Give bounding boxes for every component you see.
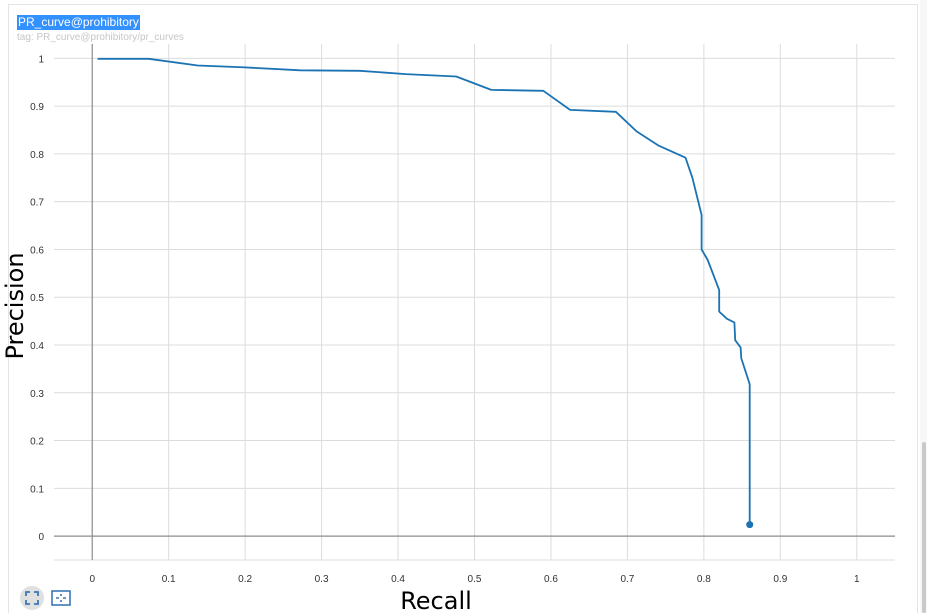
y-tick-label: 0 bbox=[38, 532, 44, 543]
scrollbar-track[interactable] bbox=[920, 0, 927, 613]
y-tick-label: 0.6 bbox=[30, 245, 44, 256]
x-tick-label: 0.1 bbox=[162, 574, 176, 585]
y-tick-labels: 0 0.1 0.2 0.3 0.4 0.5 0.6 0.7 0.8 0.9 1 bbox=[30, 54, 44, 543]
fit-to-data-button[interactable] bbox=[20, 586, 44, 610]
toggle-y-axis-button[interactable] bbox=[49, 586, 73, 610]
y-tick-label: 0.7 bbox=[30, 198, 44, 209]
pr-curve-endpoint bbox=[746, 521, 754, 529]
y-tick-label: 0.8 bbox=[30, 150, 44, 161]
chart-card-title: PR_curve@prohibitory bbox=[17, 15, 140, 30]
x-tick-labels: 0 0.1 0.2 0.3 0.4 0.5 0.6 0.7 0.8 0.9 1 bbox=[89, 574, 860, 585]
x-tick-label: 0.7 bbox=[620, 574, 634, 585]
x-tick-label: 0 bbox=[89, 574, 95, 585]
y-tick-label: 0.9 bbox=[30, 102, 44, 113]
x-tick-label: 0.8 bbox=[697, 574, 711, 585]
y-tick-label: 0.4 bbox=[30, 341, 44, 352]
y-tick-label: 0.2 bbox=[30, 437, 44, 448]
scrollbar-thumb[interactable] bbox=[922, 442, 926, 613]
chart-card bbox=[8, 4, 918, 613]
x-tick-label: 0.9 bbox=[773, 574, 787, 585]
toggle-y-axis-icon bbox=[51, 590, 71, 606]
x-axis-label: Recall bbox=[400, 587, 472, 615]
y-tick-label: 0.3 bbox=[30, 389, 44, 400]
x-tick-label: 0.6 bbox=[544, 574, 558, 585]
series-group bbox=[97, 57, 754, 529]
y-tick-label: 0.1 bbox=[30, 484, 44, 495]
x-tick-label: 1 bbox=[854, 574, 860, 585]
x-tick-label: 0.3 bbox=[315, 574, 329, 585]
fit-to-data-icon bbox=[25, 591, 39, 605]
x-tick-label: 0.4 bbox=[391, 574, 405, 585]
x-tick-label: 0.5 bbox=[468, 574, 482, 585]
axes bbox=[54, 44, 895, 560]
y-axis-label: Precision bbox=[1, 252, 29, 360]
grid-lines bbox=[54, 44, 895, 561]
chart-card-tag: tag: PR_curve@prohibitory/pr_curves bbox=[17, 32, 184, 43]
x-tick-label: 0.2 bbox=[238, 574, 252, 585]
pr-curve-line bbox=[97, 57, 751, 525]
y-tick-label: 0.5 bbox=[30, 293, 44, 304]
y-tick-label: 1 bbox=[38, 54, 44, 65]
